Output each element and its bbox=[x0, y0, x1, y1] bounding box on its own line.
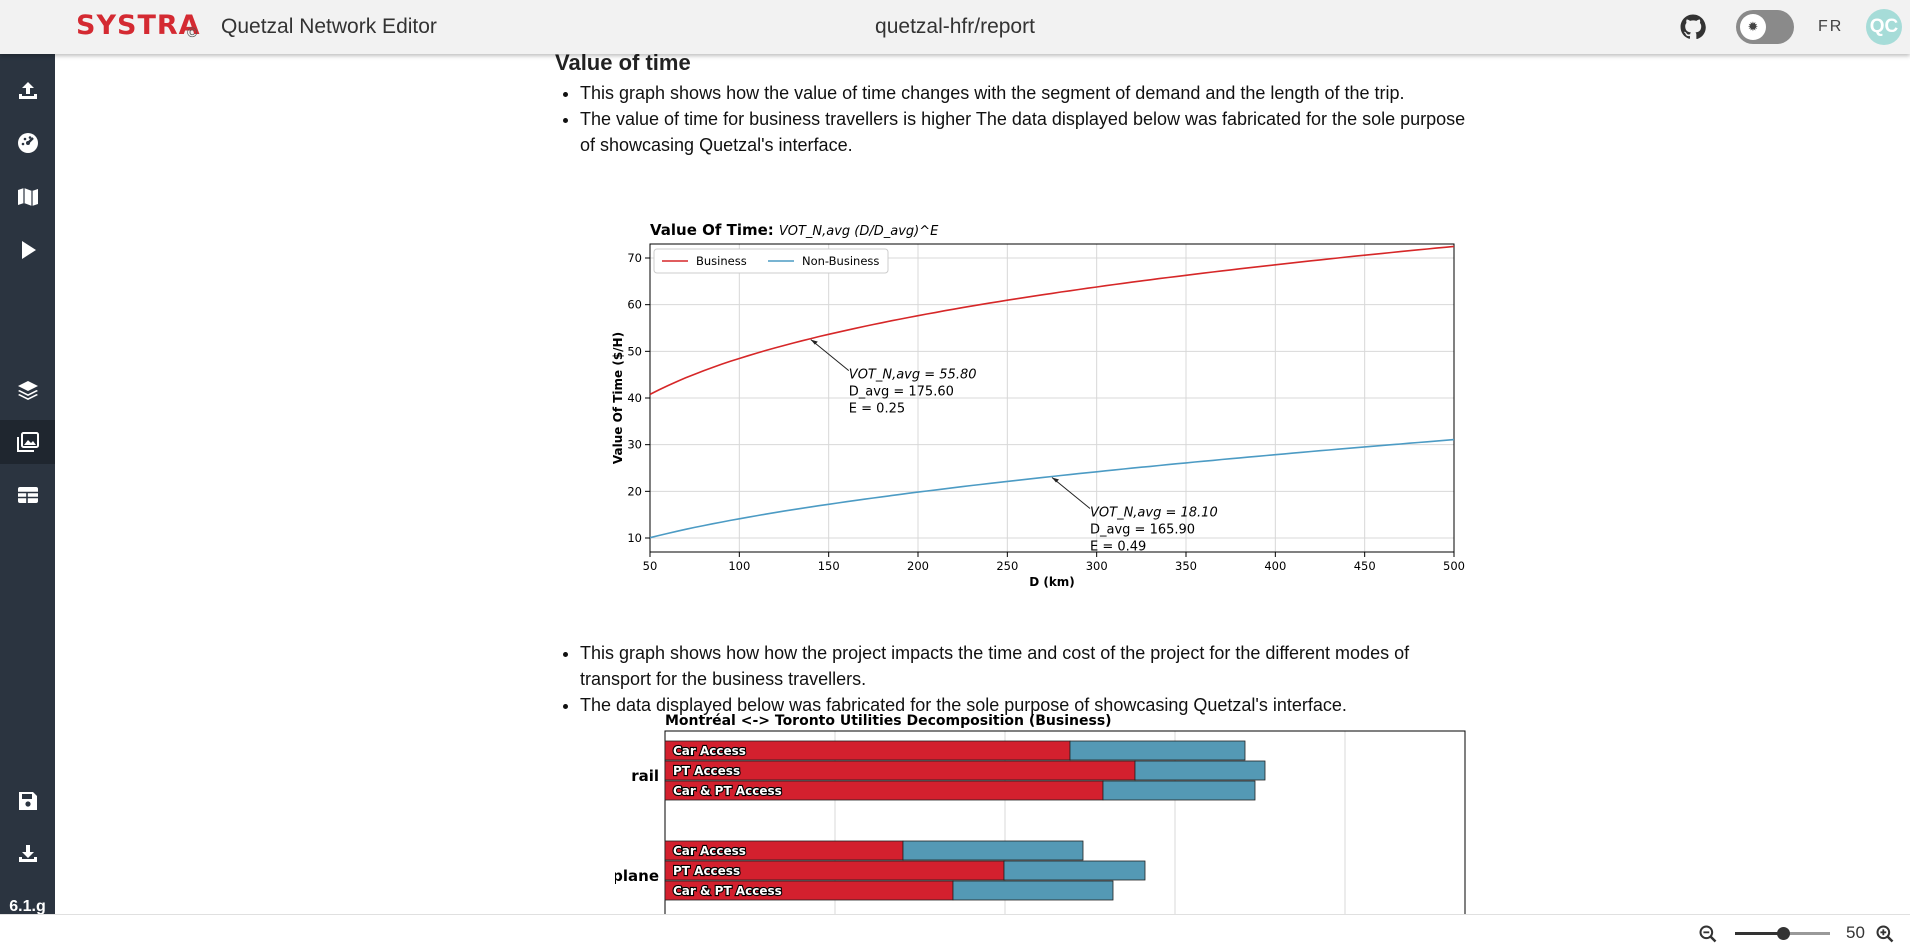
x-tick-label: 150 bbox=[818, 559, 840, 573]
zoom-slider-fill bbox=[1735, 932, 1783, 935]
download-icon bbox=[16, 842, 40, 866]
list-item: The value of time for business traveller… bbox=[580, 106, 1480, 158]
chart-title: Value Of Time: VOT_N,avg (D/D_avg)^E bbox=[650, 221, 939, 239]
bar-segment bbox=[903, 841, 1083, 860]
x-tick-label: 400 bbox=[1264, 559, 1286, 573]
bar-segment bbox=[1103, 781, 1255, 800]
sun-icon: ✹ bbox=[1740, 14, 1766, 40]
layers-icon bbox=[16, 378, 40, 402]
upload-button[interactable] bbox=[0, 69, 55, 113]
map-icon bbox=[16, 185, 40, 209]
section-heading: Value of time bbox=[555, 54, 691, 76]
legend-label: Non-Business bbox=[802, 254, 879, 268]
y-tick-label: 10 bbox=[627, 531, 642, 545]
zoom-out-icon[interactable] bbox=[1698, 924, 1718, 944]
annotation-arrow bbox=[1052, 477, 1090, 508]
avatar[interactable]: QC bbox=[1866, 9, 1902, 45]
bar-segment bbox=[1070, 741, 1245, 760]
bullet-list-bottom: This graph shows how how the project imp… bbox=[555, 640, 1480, 718]
group-label-plane: plane bbox=[615, 867, 659, 885]
list-item: This graph shows how the value of time c… bbox=[580, 80, 1480, 106]
report-content: Value of time This graph shows how the v… bbox=[55, 54, 1910, 914]
x-axis-label: D (km) bbox=[1029, 575, 1075, 589]
app-title: Quetzal Network Editor bbox=[221, 15, 437, 39]
theme-toggle[interactable]: ✹ bbox=[1736, 10, 1794, 44]
map-button[interactable] bbox=[0, 175, 55, 219]
y-tick-label: 20 bbox=[627, 484, 642, 498]
top-bar: SYSTRA © Quetzal Network Editor quetzal-… bbox=[0, 0, 1910, 54]
chart-title-bold: Value Of Time: bbox=[650, 221, 774, 239]
annotation-line: VOT_N,avg = 55.80 bbox=[849, 368, 977, 383]
annotation-line: E = 0.49 bbox=[1090, 539, 1146, 554]
annotation-line: E = 0.25 bbox=[849, 402, 905, 417]
annotation-line: D_avg = 175.60 bbox=[849, 385, 954, 400]
run-button[interactable] bbox=[0, 228, 55, 272]
copyright-mark: © bbox=[187, 24, 197, 40]
layers-button[interactable] bbox=[0, 368, 55, 412]
zoom-slider-thumb[interactable] bbox=[1777, 927, 1790, 940]
x-tick-label: 50 bbox=[643, 559, 658, 573]
chart-title-formula: VOT_N,avg (D/D_avg)^E bbox=[779, 224, 939, 239]
sidebar: 6.1.g bbox=[0, 0, 55, 951]
bar-segment bbox=[953, 881, 1113, 900]
utilities-decomposition-chart: Montréal <-> Toronto Utilities Decomposi… bbox=[615, 710, 1475, 914]
y-tick-label: 40 bbox=[627, 391, 642, 405]
reports-button[interactable] bbox=[0, 420, 55, 464]
bottom-bar: 50 bbox=[0, 914, 1910, 952]
save-icon bbox=[16, 789, 40, 813]
bar-label: PT Access bbox=[673, 864, 740, 878]
bar-segment bbox=[1004, 861, 1145, 880]
y-axis-label: Value Of Time ($/H) bbox=[611, 332, 625, 464]
github-icon[interactable] bbox=[1680, 14, 1706, 40]
list-item: This graph shows how how the project imp… bbox=[580, 640, 1480, 692]
tables-button[interactable] bbox=[0, 473, 55, 517]
legend-label: Business bbox=[696, 254, 747, 268]
y-tick-label: 60 bbox=[627, 298, 642, 312]
annotation-line: VOT_N,avg = 18.10 bbox=[1090, 505, 1218, 520]
systra-logo: SYSTRA bbox=[76, 10, 201, 41]
bar-label: Car Access bbox=[673, 744, 746, 758]
chart-title: Montréal <-> Toronto Utilities Decomposi… bbox=[665, 713, 1112, 729]
zoom-value: 50 bbox=[1846, 923, 1865, 943]
play-icon bbox=[16, 238, 40, 262]
zoom-slider[interactable] bbox=[1735, 932, 1830, 935]
x-tick-label: 300 bbox=[1086, 559, 1108, 573]
x-tick-label: 200 bbox=[907, 559, 929, 573]
annotation-arrow bbox=[811, 340, 849, 371]
x-tick-label: 450 bbox=[1354, 559, 1376, 573]
bar-segment bbox=[1135, 761, 1265, 780]
x-tick-label: 350 bbox=[1175, 559, 1197, 573]
language-switch[interactable]: FR bbox=[1818, 18, 1843, 36]
bar-label: PT Access bbox=[673, 764, 740, 778]
download-button[interactable] bbox=[0, 832, 55, 876]
x-tick-label: 500 bbox=[1443, 559, 1465, 573]
zoom-in-icon[interactable] bbox=[1875, 924, 1895, 944]
dashboard-button[interactable] bbox=[0, 121, 55, 165]
series-line-non-business bbox=[650, 440, 1454, 538]
group-label-rail: rail bbox=[631, 767, 659, 785]
image-gallery-icon bbox=[16, 430, 40, 454]
y-tick-label: 50 bbox=[627, 344, 642, 358]
dashboard-icon bbox=[16, 131, 40, 155]
y-tick-label: 30 bbox=[627, 438, 642, 452]
x-tick-label: 250 bbox=[996, 559, 1018, 573]
bullet-list-top: This graph shows how the value of time c… bbox=[555, 80, 1480, 158]
y-tick-label: 70 bbox=[627, 251, 642, 265]
x-tick-label: 100 bbox=[728, 559, 750, 573]
bar-label: Car & PT Access bbox=[673, 784, 782, 798]
save-button[interactable] bbox=[0, 779, 55, 823]
annotation-line: D_avg = 165.90 bbox=[1090, 522, 1195, 537]
value-of-time-chart: Value Of Time: VOT_N,avg (D/D_avg)^E 50 100… bbox=[610, 158, 1470, 628]
bar-label: Car & PT Access bbox=[673, 884, 782, 898]
table-icon bbox=[16, 483, 40, 507]
bar-label: Car Access bbox=[673, 844, 746, 858]
upload-icon bbox=[16, 79, 40, 103]
